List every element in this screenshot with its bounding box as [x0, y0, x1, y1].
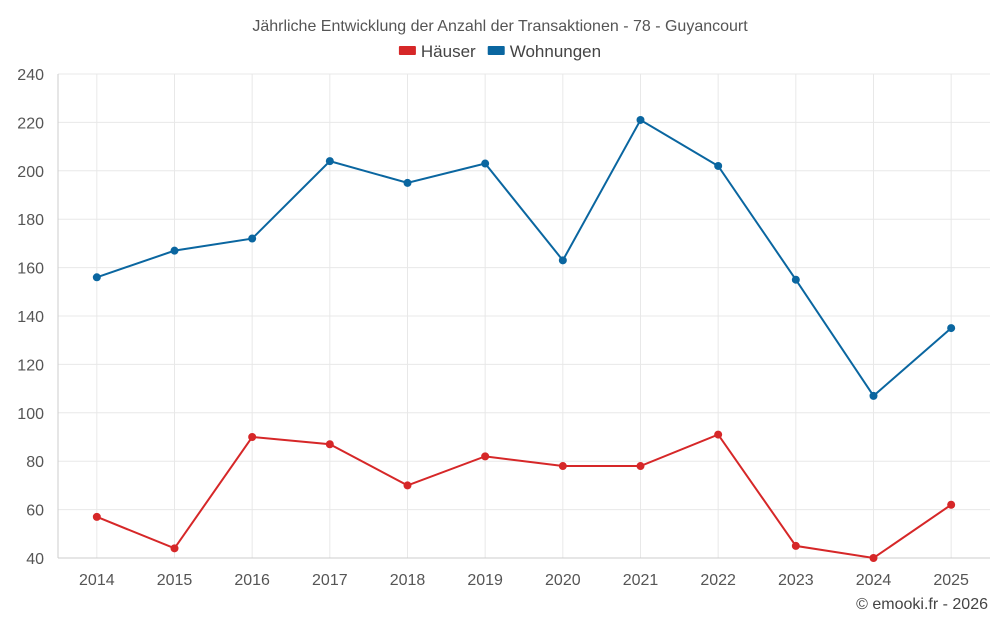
data-point-h-user[interactable]	[248, 433, 257, 441]
credit-text: © emooki.fr - 2026	[856, 596, 988, 613]
data-point-wohnungen[interactable]	[791, 275, 800, 284]
data-point-h-user[interactable]	[558, 462, 567, 471]
grid	[57, 73, 990, 559]
legend-swatch-wohnungen[interactable]	[487, 46, 505, 55]
data-point-wohnungen[interactable]	[947, 324, 956, 333]
chart-title: Jährliche Entwicklung der Anzahl der Tra…	[252, 18, 748, 35]
data-point-h-user[interactable]	[947, 500, 956, 509]
y-tick-label: 160	[17, 261, 44, 278]
x-tick-label: 2021	[623, 572, 659, 589]
x-tick-label: 2017	[312, 572, 348, 589]
y-tick-label: 180	[17, 212, 44, 229]
y-tick-label: 40	[26, 551, 44, 568]
data-point-wohnungen[interactable]	[325, 157, 334, 166]
data-point-h-user[interactable]	[170, 544, 179, 553]
data-point-h-user[interactable]	[636, 462, 645, 471]
data-point-wohnungen[interactable]	[869, 391, 878, 400]
series-line-wohnungen	[96, 118, 952, 398]
data-point-h-user[interactable]	[325, 440, 334, 449]
legend-label-wohnungen[interactable]: Wohnungen	[510, 42, 601, 61]
data-point-wohnungen[interactable]	[636, 115, 645, 124]
y-tick-label: 240	[17, 67, 44, 84]
data-point-h-user[interactable]	[869, 554, 878, 562]
data-point-wohnungen[interactable]	[558, 256, 567, 265]
x-tick-label: 2019	[467, 572, 503, 589]
x-tick-label: 2022	[700, 572, 736, 589]
data-point-wohnungen[interactable]	[248, 234, 257, 243]
y-tick-label: 140	[17, 309, 44, 326]
data-point-h-user[interactable]	[791, 541, 800, 550]
data-point-wohnungen[interactable]	[170, 246, 179, 255]
x-tick-label: 2015	[157, 572, 193, 589]
y-axis: 40 60 80 100 120 140 160 180 200 220 240	[17, 67, 44, 568]
y-tick-label: 100	[17, 406, 44, 423]
y-tick-label: 120	[17, 357, 44, 374]
x-tick-label: 2025	[933, 572, 969, 589]
series-line-h-user	[96, 433, 952, 560]
y-tick-label: 80	[26, 454, 44, 471]
series	[92, 115, 956, 562]
data-point-wohnungen[interactable]	[403, 178, 412, 187]
data-point-h-user[interactable]	[403, 481, 412, 490]
data-point-h-user[interactable]	[92, 512, 101, 521]
x-axis: 2014 2015 2016 2017 2018 2019 2020 2021 2022 2023…	[79, 572, 969, 589]
y-tick-label: 60	[26, 503, 44, 520]
x-tick-label: 2020	[545, 572, 581, 589]
data-point-wohnungen[interactable]	[714, 161, 723, 170]
data-point-h-user[interactable]	[714, 430, 723, 439]
legend: Häuser Wohnungen	[398, 42, 601, 61]
data-point-wohnungen[interactable]	[481, 159, 490, 168]
data-point-wohnungen[interactable]	[92, 273, 101, 282]
x-tick-label: 2016	[234, 572, 270, 589]
x-tick-label: 2024	[856, 572, 892, 589]
y-tick-label: 220	[17, 115, 44, 132]
y-tick-label: 200	[17, 164, 44, 181]
x-tick-label: 2018	[390, 572, 426, 589]
legend-swatch-h-user[interactable]	[398, 46, 416, 55]
data-point-h-user[interactable]	[481, 452, 490, 461]
x-tick-label: 2023	[778, 572, 814, 589]
x-tick-label: 2014	[79, 572, 115, 589]
legend-label-h-user[interactable]: Häuser	[421, 42, 476, 61]
